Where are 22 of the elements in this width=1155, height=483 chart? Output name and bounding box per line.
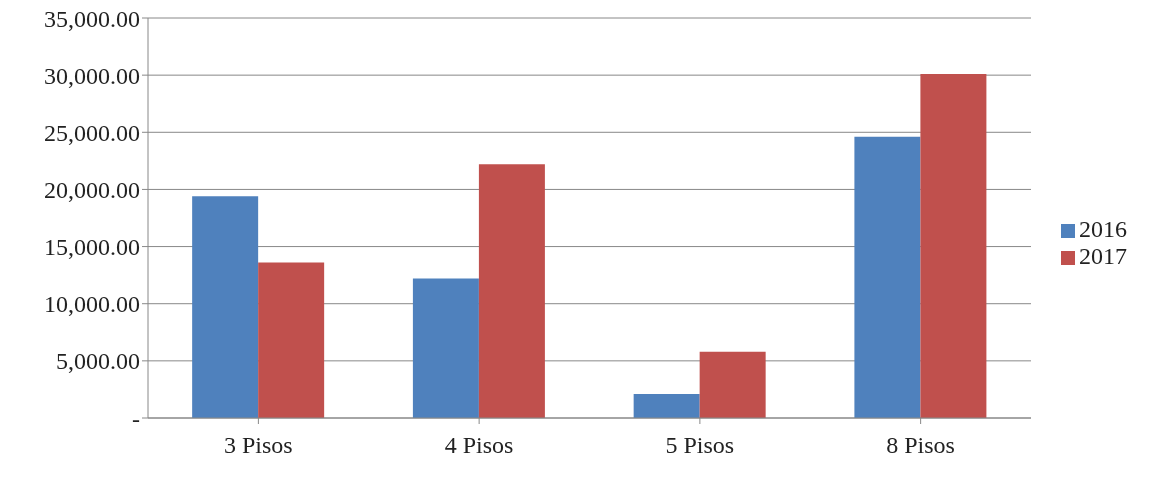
x-tick-label: 4 Pisos — [444, 432, 514, 459]
bar — [412, 278, 479, 418]
y-tick-label: 10,000.00 — [44, 291, 140, 318]
bar — [192, 196, 259, 418]
bar — [478, 164, 545, 418]
x-tick-label: 5 Pisos — [665, 432, 735, 459]
y-tick-label: 25,000.00 — [44, 119, 140, 146]
bar — [920, 74, 987, 418]
x-tick-label: 8 Pisos — [886, 432, 955, 459]
legend-label: 2016 — [1079, 216, 1127, 242]
y-tick-label: 5,000.00 — [56, 348, 140, 375]
bar — [699, 351, 766, 418]
y-tick-label: - — [132, 405, 140, 432]
y-tick-label: 15,000.00 — [44, 234, 140, 261]
y-tick-label: 35,000.00 — [44, 5, 140, 32]
bar — [258, 262, 325, 418]
y-tick-label: 20,000.00 — [44, 176, 140, 203]
bar — [854, 136, 921, 418]
legend-label: 2017 — [1079, 243, 1127, 269]
bar — [633, 394, 700, 418]
y-tick-label: 30,000.00 — [44, 62, 140, 89]
x-tick-label: 3 Pisos — [224, 432, 293, 459]
